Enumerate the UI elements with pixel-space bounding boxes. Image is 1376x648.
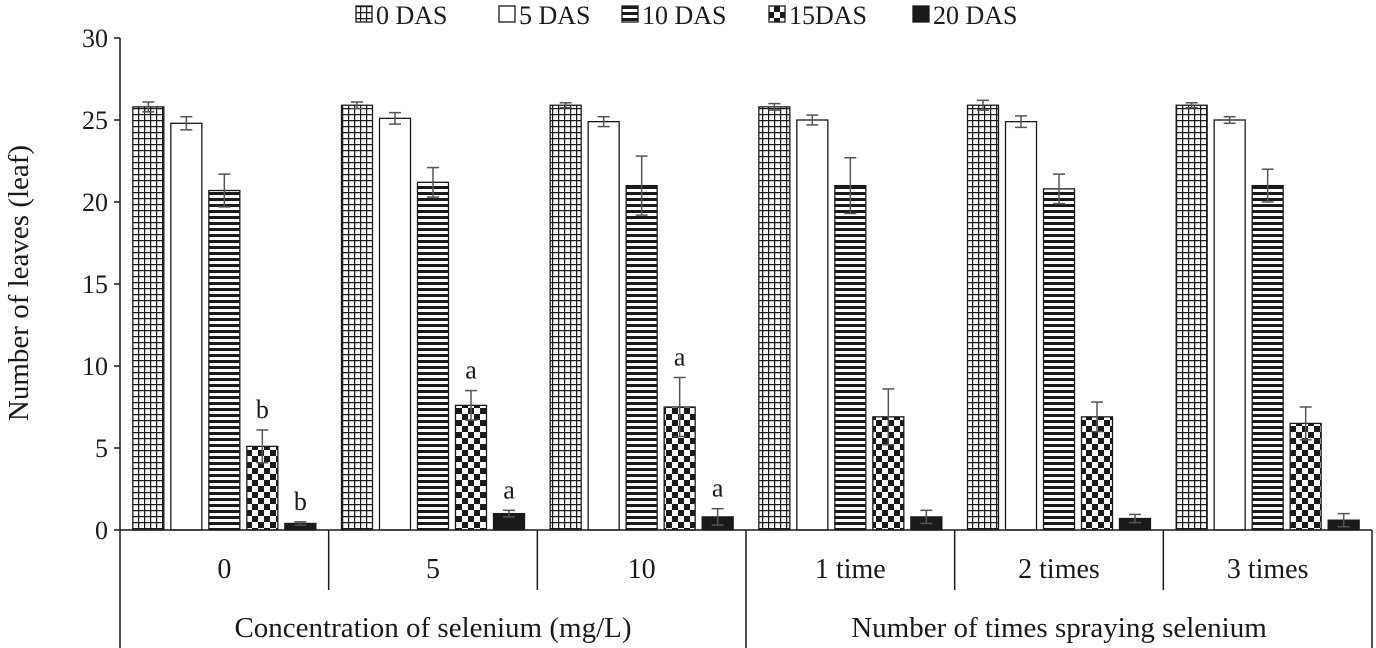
x-tick-label: 0 [217, 554, 231, 585]
bar [549, 104, 582, 531]
bar [1289, 422, 1322, 531]
bar [1251, 184, 1284, 531]
bar [340, 104, 374, 531]
x-tick-label: 2 times [1018, 554, 1100, 585]
legend-label: 15DAS [789, 1, 867, 30]
legend-swatch [621, 5, 639, 23]
y-tick-label: 20 [82, 188, 108, 217]
data-label: a [465, 356, 477, 385]
y-tick-label: 25 [82, 106, 108, 135]
bars: b b a a a a [132, 99, 1360, 531]
bar [170, 122, 203, 531]
y-axis: 0 5 10 15 20 25 30 [82, 24, 121, 545]
bar [454, 404, 488, 531]
bar [132, 106, 165, 531]
legend-swatch [912, 5, 930, 23]
bar [1004, 120, 1038, 531]
y-axis-label: Number of leaves (leaf) [3, 145, 35, 421]
data-label: a [674, 342, 686, 371]
data-label: b [294, 487, 307, 516]
group-label: Concentration of selenium (mg/L) [234, 612, 631, 644]
y-tick-label: 10 [82, 352, 108, 381]
legend-swatch [498, 5, 516, 23]
bar [587, 120, 620, 531]
legend-label: 5 DAS [519, 1, 591, 30]
bar [378, 117, 412, 531]
bar [1175, 104, 1208, 531]
y-tick-label: 0 [95, 516, 108, 545]
legend-label: 20 DAS [933, 1, 1018, 30]
data-label: b [256, 395, 269, 424]
y-tick-label: 30 [82, 24, 108, 53]
legend: 0 DAS 5 DAS 10 DAS 15DAS 20 DAS [355, 1, 1018, 30]
bar [1213, 119, 1246, 531]
group-label: Number of times spraying selenium [851, 612, 1267, 644]
bar [625, 184, 658, 531]
bar [208, 189, 241, 531]
x-tick-label: 10 [628, 554, 656, 585]
legend-swatch [355, 5, 373, 23]
x-tick-label: 1 time [815, 554, 886, 585]
legend-label: 0 DAS [376, 1, 448, 30]
legend-label: 10 DAS [642, 1, 727, 30]
legend-swatch [768, 5, 786, 23]
bar [966, 104, 1000, 531]
x-tick-label: 3 times [1227, 554, 1309, 585]
bar [758, 106, 791, 531]
y-tick-label: 15 [82, 270, 108, 299]
y-tick-label: 5 [95, 434, 108, 463]
x-axis: 0 5 10 1 time 2 times 3 times Concentration of… [119, 529, 1373, 648]
data-label: a [503, 475, 515, 504]
bar [834, 184, 867, 531]
data-label: a [712, 474, 724, 503]
bar [1080, 416, 1114, 531]
x-tick-label: 5 [426, 554, 440, 585]
bar [796, 119, 829, 531]
bar [416, 181, 450, 531]
bar [1042, 188, 1076, 531]
